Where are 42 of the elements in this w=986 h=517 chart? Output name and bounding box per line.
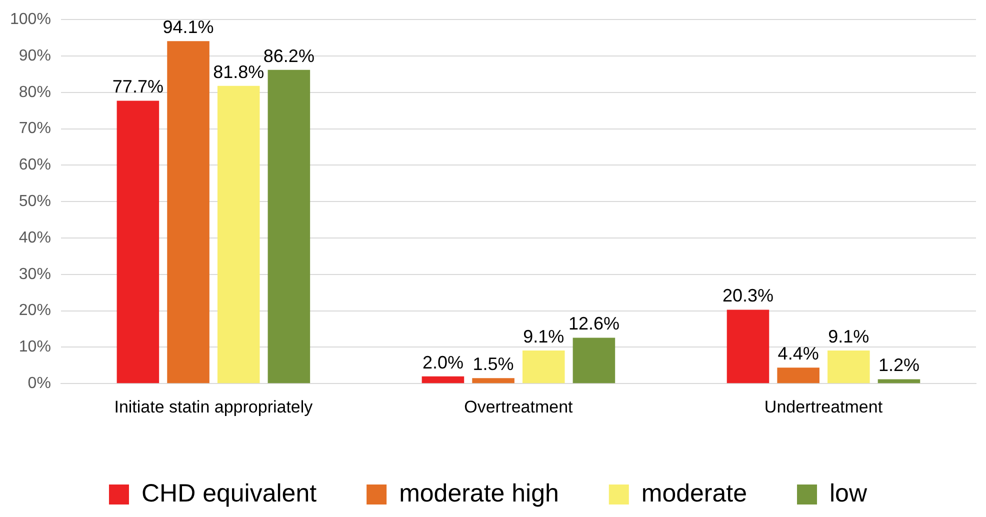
y-tick-label: 100% xyxy=(10,11,51,28)
y-tick-label: 60% xyxy=(18,156,51,174)
bar xyxy=(878,379,920,384)
x-tick-label: Undertreatment xyxy=(764,397,883,416)
data-label: 4.4% xyxy=(778,344,819,364)
data-label: 94.1% xyxy=(162,17,214,38)
bar xyxy=(167,41,210,384)
bar xyxy=(217,86,260,384)
legend-label: moderate xyxy=(641,479,748,508)
bar xyxy=(572,338,616,384)
y-tick-label: 40% xyxy=(18,229,51,246)
bar xyxy=(726,310,770,384)
bar xyxy=(828,350,870,384)
y-tick-label: 10% xyxy=(18,338,51,356)
data-label: 1.5% xyxy=(472,354,514,374)
y-tick-label: 50% xyxy=(18,193,51,210)
data-label: 1.2% xyxy=(878,355,920,376)
x-tick-label: Initiate statin appropriately xyxy=(114,397,314,416)
bar xyxy=(116,100,160,384)
bar xyxy=(472,378,514,384)
data-label: 81.8% xyxy=(213,62,264,82)
legend-label: CHD equivalent xyxy=(141,479,317,508)
y-tick-label: 90% xyxy=(18,47,51,64)
legend-label: low xyxy=(830,479,868,508)
bar xyxy=(422,376,464,384)
y-tick-label: 20% xyxy=(18,302,51,320)
bar xyxy=(777,368,820,384)
bar xyxy=(268,70,310,384)
x-tick-label: Overtreatment xyxy=(464,397,574,416)
data-label: 9.1% xyxy=(523,326,564,346)
bar xyxy=(522,350,565,384)
y-tick-label: 0% xyxy=(28,375,51,392)
y-tick-label: 80% xyxy=(18,84,51,101)
data-label: 2.0% xyxy=(422,352,464,372)
data-label: 20.3% xyxy=(722,286,774,306)
data-label: 9.1% xyxy=(828,326,870,346)
y-tick-label: 70% xyxy=(18,120,51,138)
data-label: 12.6% xyxy=(568,314,620,334)
data-label: 86.2% xyxy=(263,46,314,66)
data-label: 77.7% xyxy=(112,76,164,97)
legend-label: moderate high xyxy=(399,479,559,508)
y-tick-label: 30% xyxy=(18,266,51,283)
